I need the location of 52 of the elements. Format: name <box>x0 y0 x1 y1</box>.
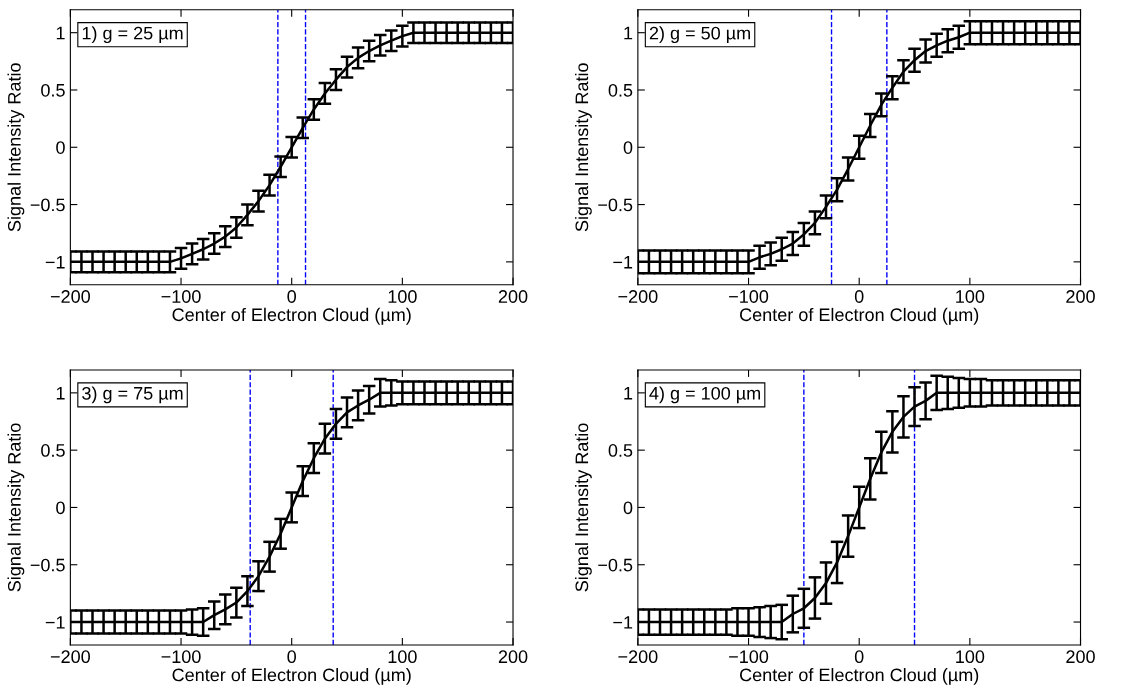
x-tick-label: 100 <box>956 650 985 664</box>
x-tick-label: 100 <box>956 290 985 303</box>
x-axis-title: Center of Electron Cloud (µm) <box>740 307 979 325</box>
y-tick-label: 0.5 <box>41 444 65 457</box>
y-tick-label: 1 <box>56 26 65 40</box>
y-tick-label: 0 <box>623 501 633 515</box>
x-axis-title: Center of Electron Cloud (µm) <box>740 668 979 685</box>
x-tick-label: −200 <box>50 650 90 664</box>
x-tick-label: 200 <box>1066 650 1095 664</box>
y-tick-label: 0.5 <box>608 444 633 457</box>
x-tick-label: 0 <box>287 290 297 303</box>
y-tick-label: −0.5 <box>30 558 65 572</box>
annotation: 3) g = 75 µm <box>82 386 183 404</box>
y-axis-title: Signal Intensity Ratio <box>574 63 592 232</box>
y-tick-label: 1 <box>624 386 633 400</box>
x-tick-label: 200 <box>498 290 528 303</box>
y-tick-label: −1 <box>613 616 633 629</box>
x-axis-title: Center of Electron Cloud (µm) <box>172 668 411 685</box>
y-tick-label: −0.5 <box>598 198 633 212</box>
y-axis-title: Signal Intensity Ratio <box>7 63 25 232</box>
x-tick-label: 0 <box>854 650 864 664</box>
x-tick-label: −200 <box>50 290 90 303</box>
y-axis-title: Signal Intensity Ratio <box>7 423 25 592</box>
x-tick-label: −100 <box>161 650 201 664</box>
annotation: 2) g = 50 µm <box>649 26 750 44</box>
x-tick-label: 200 <box>498 650 528 664</box>
y-tick-label: −1 <box>613 255 633 269</box>
x-tick-label: 200 <box>1066 290 1095 303</box>
x-tick-label: −100 <box>729 290 769 303</box>
y-axis-title: Signal Intensity Ratio <box>574 423 592 592</box>
y-tick-label: 0 <box>56 501 65 515</box>
x-tick-label: −100 <box>729 650 769 664</box>
annotation: 4) g = 100 µm <box>649 386 761 404</box>
x-axis-title: Center of Electron Cloud (µm) <box>172 307 411 325</box>
y-tick-label: −0.5 <box>598 558 633 572</box>
y-tick-label: 0 <box>623 141 633 154</box>
x-tick-label: 100 <box>388 650 417 664</box>
y-tick-label: 0.5 <box>41 83 65 97</box>
y-tick-label: −1 <box>45 255 65 269</box>
y-tick-label: 1 <box>56 386 65 400</box>
x-tick-label: 0 <box>854 290 864 303</box>
y-tick-label: 1 <box>624 26 633 40</box>
x-tick-label: −100 <box>161 290 201 303</box>
x-tick-label: −200 <box>618 650 658 664</box>
annotation: 1) g = 25 µm <box>82 26 183 44</box>
x-tick-label: −200 <box>618 290 658 303</box>
y-tick-label: 0.5 <box>608 83 633 97</box>
x-tick-label: 100 <box>388 290 417 303</box>
y-tick-label: −0.5 <box>30 198 65 212</box>
x-tick-label: 0 <box>287 650 297 664</box>
y-tick-label: 0 <box>56 141 65 154</box>
y-tick-label: −1 <box>45 616 65 629</box>
